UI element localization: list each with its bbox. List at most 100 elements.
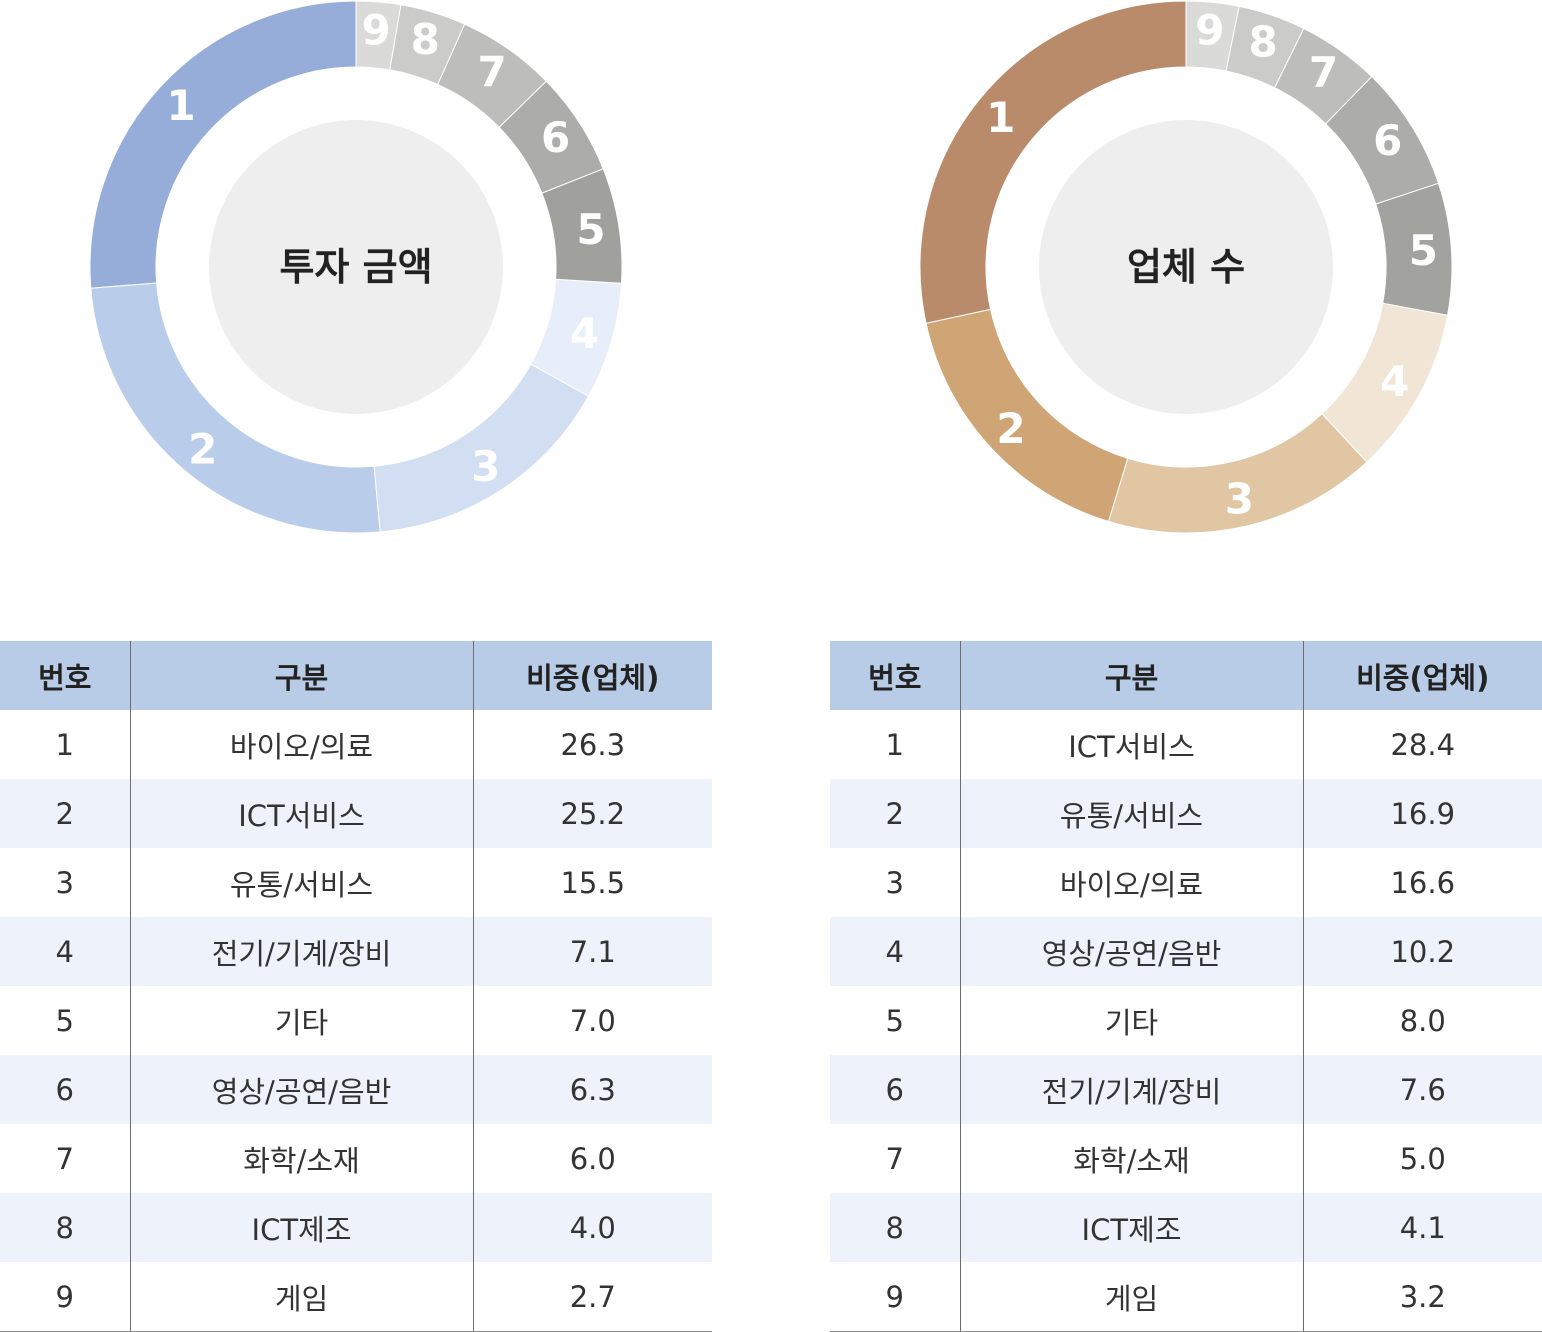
row-share: 7.0 [472,986,712,1055]
donut-center-circle [1039,120,1333,414]
row-number: 8 [0,1193,130,1262]
company-count-table: 번호 구분 비중(업체) 1 ICT서비스 28.4 2 유통/서비스 16.9… [830,641,1542,1332]
row-category: 화학/소재 [959,1124,1303,1193]
header-number: 번호 [0,641,130,710]
row-share: 16.9 [1302,779,1542,848]
table-row: 9 게임 3.2 [830,1262,1542,1332]
donut-segments [89,0,623,534]
row-category: 유통/서비스 [959,779,1303,848]
donut-segment-9 [355,0,402,71]
table-row: 5 기타 7.0 [0,986,712,1055]
donut-segment-9 [1185,0,1240,72]
row-number: 8 [830,1193,960,1262]
row-category: ICT제조 [129,1193,473,1262]
row-share: 25.2 [472,779,712,848]
donut-segment-label: 2 [188,425,217,474]
row-category: 기타 [129,986,473,1055]
row-share: 6.3 [472,1055,712,1124]
row-category: ICT서비스 [959,710,1303,779]
row-number: 5 [0,986,130,1055]
table-row: 2 ICT서비스 25.2 [0,779,712,848]
table-row: 3 바이오/의료 16.6 [830,848,1542,917]
row-share: 7.1 [472,917,712,986]
table-row: 4 전기/기계/장비 7.1 [0,917,712,986]
table-row: 1 ICT서비스 28.4 [830,710,1542,779]
donut-segment-label: 4 [570,309,599,358]
header-category: 구분 [129,641,473,710]
donut-segment-label: 8 [411,15,440,64]
row-category: 전기/기계/장비 [129,917,473,986]
donut-segment-label: 3 [471,442,500,491]
donut-segment-label: 5 [576,205,605,254]
row-number: 4 [0,917,130,986]
row-share: 7.6 [1302,1055,1542,1124]
donut-title: 업체 수 [1127,245,1245,289]
donut-segment-label: 2 [996,404,1025,453]
row-number: 5 [830,986,960,1055]
row-number: 7 [830,1124,960,1193]
table-row: 4 영상/공연/음반 10.2 [830,917,1542,986]
row-category: 영상/공연/음반 [129,1055,473,1124]
row-share: 8.0 [1302,986,1542,1055]
table-row: 9 게임 2.7 [0,1262,712,1332]
donut-segment-label: 9 [361,5,390,54]
table-row: 2 유통/서비스 16.9 [830,779,1542,848]
header-share: 비중(업체) [472,641,712,710]
donut-segment-label: 1 [986,93,1015,142]
table-header-row: 번호 구분 비중(업체) [0,641,712,710]
row-category: 유통/서비스 [129,848,473,917]
donut-segment-label: 7 [477,47,506,96]
row-category: 기타 [959,986,1303,1055]
row-share: 4.1 [1302,1193,1542,1262]
row-number: 1 [0,710,130,779]
donut-segment-label: 4 [1380,357,1409,406]
table-row: 8 ICT제조 4.1 [830,1193,1542,1262]
row-share: 10.2 [1302,917,1542,986]
donut-segments [919,0,1453,534]
row-share: 15.5 [472,848,712,917]
row-category: 바이오/의료 [959,848,1303,917]
row-share: 28.4 [1302,710,1542,779]
header-share: 비중(업체) [1302,641,1542,710]
header-number: 번호 [830,641,960,710]
row-category: ICT제조 [959,1193,1303,1262]
table-header-row: 번호 구분 비중(업체) [830,641,1542,710]
donut-center-circle [209,120,503,414]
row-number: 3 [830,848,960,917]
donut-segment-label: 8 [1248,17,1277,66]
row-number: 3 [0,848,130,917]
row-number: 6 [830,1055,960,1124]
row-number: 2 [0,779,130,848]
row-share: 16.6 [1302,848,1542,917]
row-category: 바이오/의료 [129,710,473,779]
row-number: 1 [830,710,960,779]
row-share: 5.0 [1302,1124,1542,1193]
row-number: 4 [830,917,960,986]
row-category: 전기/기계/장비 [959,1055,1303,1124]
row-number: 7 [0,1124,130,1193]
table-row: 6 전기/기계/장비 7.6 [830,1055,1542,1124]
donut-segment-label: 3 [1225,474,1254,523]
row-number: 9 [0,1262,130,1332]
table-row: 7 화학/소재 5.0 [830,1124,1542,1193]
row-number: 9 [830,1262,960,1332]
donut-segment-label: 7 [1309,48,1338,97]
donut-segment-label: 6 [1373,116,1402,165]
row-category: 화학/소재 [129,1124,473,1193]
donut-segment-label: 6 [541,113,570,162]
row-category: 영상/공연/음반 [959,917,1303,986]
row-share: 26.3 [472,710,712,779]
row-share: 3.2 [1302,1262,1542,1332]
row-category: ICT서비스 [129,779,473,848]
row-category: 게임 [959,1262,1303,1332]
table-row: 3 유통/서비스 15.5 [0,848,712,917]
row-share: 6.0 [472,1124,712,1193]
row-category: 게임 [129,1262,473,1332]
table-row: 1 바이오/의료 26.3 [0,710,712,779]
row-number: 6 [0,1055,130,1124]
table-row: 7 화학/소재 6.0 [0,1124,712,1193]
